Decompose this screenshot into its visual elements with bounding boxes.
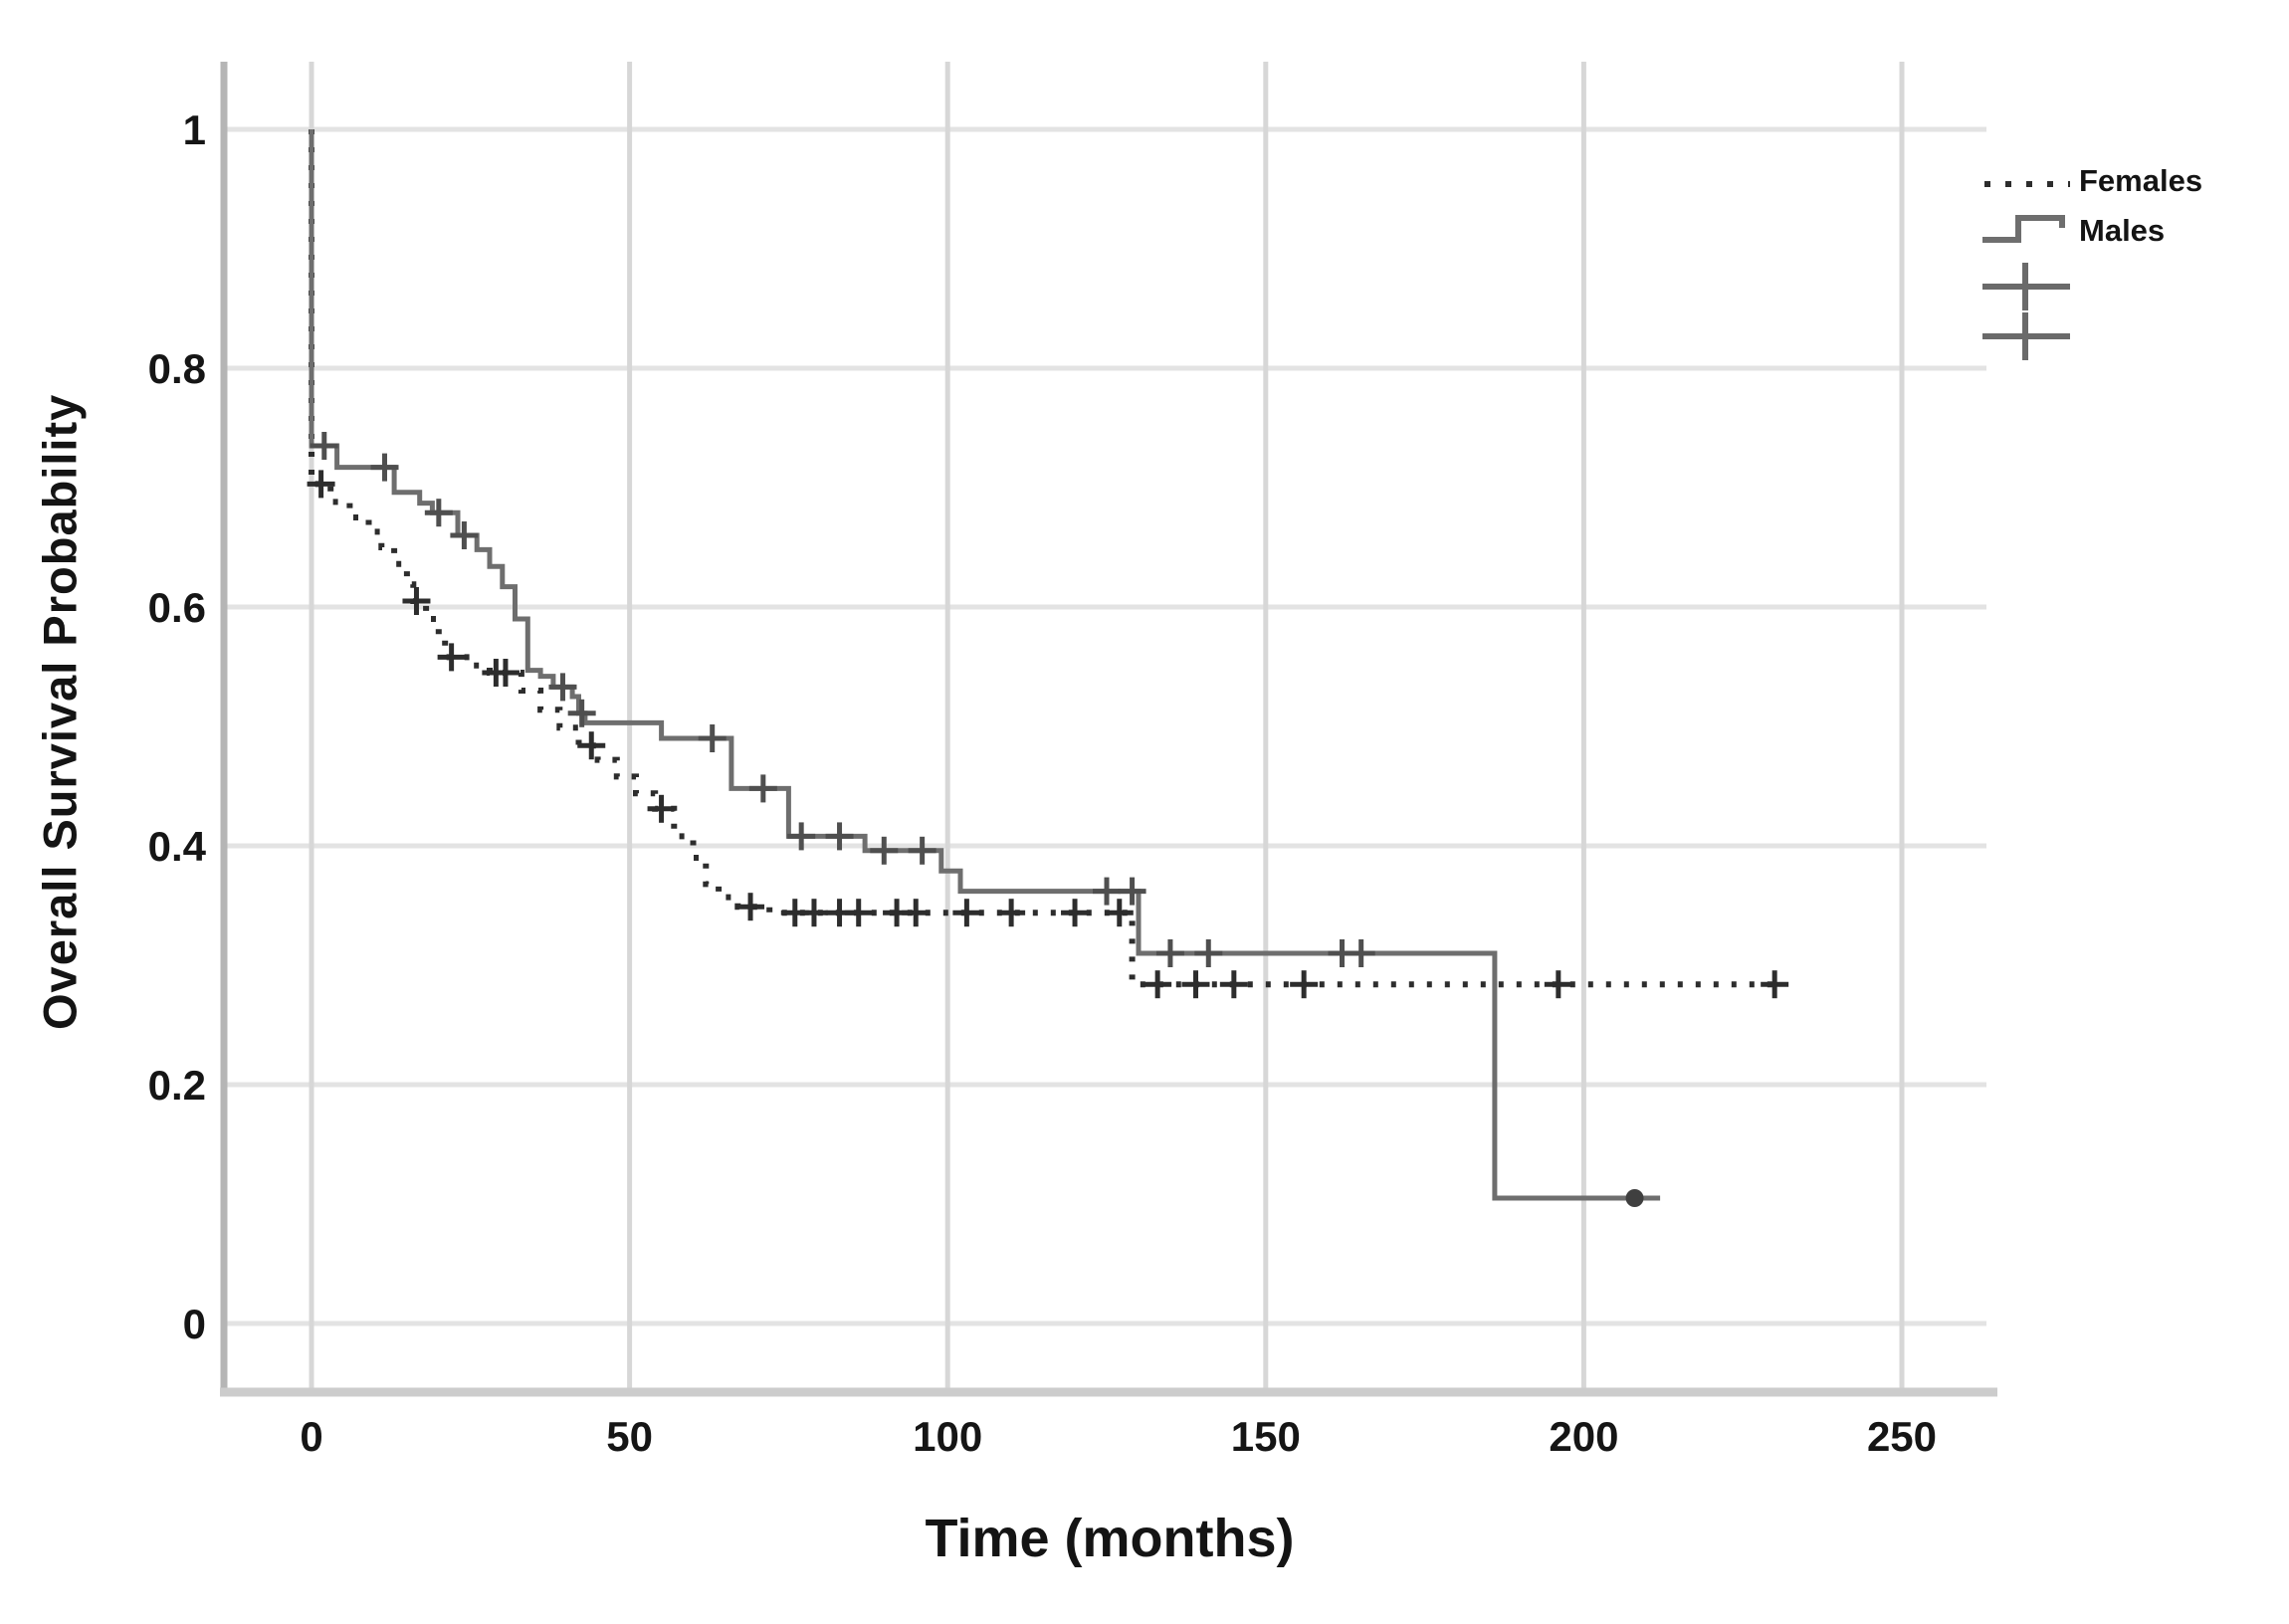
- legend-item-males: Males: [1980, 205, 2279, 255]
- survival-curve-females: [309, 129, 1781, 988]
- legend-item-censored-1: [1980, 261, 2279, 310]
- dotted-line-icon: [1984, 181, 2070, 187]
- y-tick-label: 0.2: [148, 1062, 206, 1109]
- x-axis-title: Time (months): [925, 1509, 1295, 1568]
- plus-marker-icon: [1982, 312, 2070, 360]
- y-tick-label: 0.4: [148, 823, 207, 870]
- y-tick-label: 1: [183, 106, 206, 153]
- end-dot-males: [1625, 1189, 1644, 1207]
- legend-item-females: Females: [1980, 155, 2279, 205]
- legend: Females Males: [1980, 155, 2279, 360]
- x-tick-label: 0: [300, 1413, 322, 1460]
- x-tick-label: 200: [1549, 1413, 1618, 1460]
- x-tick-label: 150: [1231, 1413, 1301, 1460]
- x-tick-label: 250: [1867, 1413, 1937, 1460]
- y-axis-title: Overall Survival Probability: [33, 393, 87, 1030]
- plus-marker-icon: [1982, 263, 2070, 310]
- legend-item-censored-2: [1980, 310, 2279, 360]
- y-tick-label: 0.6: [148, 584, 206, 631]
- step-line-icon: [1982, 215, 2065, 243]
- survival-curve-males: [309, 129, 1661, 1201]
- y-tick-label: 0: [183, 1301, 206, 1347]
- legend-label-females: Females: [2079, 162, 2203, 198]
- legend-label-males: Males: [2079, 212, 2166, 248]
- x-tick-label: 50: [606, 1413, 653, 1460]
- x-tick-label: 100: [913, 1413, 982, 1460]
- y-tick-label: 0.8: [148, 345, 206, 392]
